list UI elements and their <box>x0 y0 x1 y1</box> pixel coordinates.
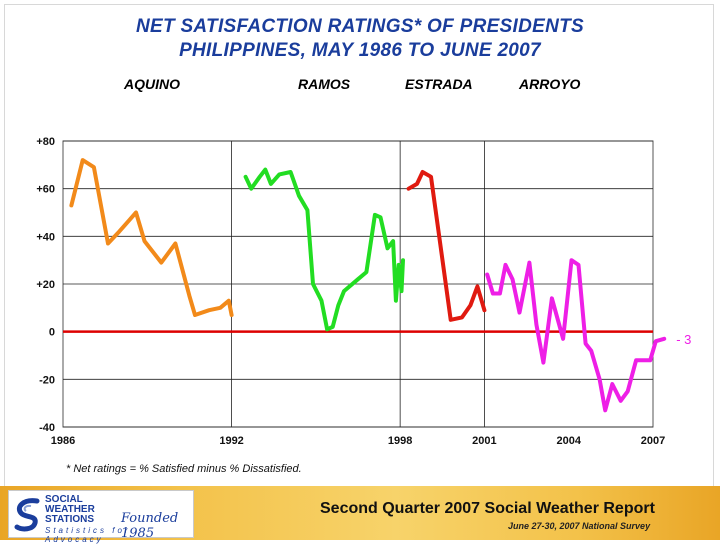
chart-subtitle: PHILIPPINES, MAY 1986 TO JUNE 2007 <box>179 40 541 61</box>
admin-label-ramos: RAMOS <box>298 76 351 92</box>
y-tick-label: -40 <box>39 422 55 434</box>
y-tick-label: +80 <box>36 136 55 148</box>
x-tick-label: 1986 <box>51 435 75 447</box>
series-line-estrada <box>406 170 487 322</box>
logo-founded: Founded 1985 <box>121 511 179 541</box>
report-subtitle: June 27-30, 2007 National Survey <box>508 521 651 531</box>
logo-tagline: Statistics for Advocacy <box>45 526 131 544</box>
chart-area: +80 +60 +40 +20 0 -20 -40 1986 1992 1998 2001 2004… <box>36 136 691 475</box>
series-line-aquino <box>69 158 234 317</box>
end-value-annotation: - 3 <box>676 332 691 347</box>
report-title: Second Quarter 2007 Social Weather Repor… <box>320 500 655 517</box>
sws-logo: SOCIAL WEATHER STATIONS Founded 1985 Sta… <box>8 490 194 544</box>
y-tick-label: +20 <box>36 279 55 291</box>
x-tick-label: 2007 <box>641 435 665 447</box>
y-tick-label: 0 <box>49 327 55 339</box>
footer-banner: SOCIAL WEATHER STATIONS Founded 1985 Sta… <box>0 486 720 544</box>
admin-label-aquino: AQUINO <box>124 76 180 92</box>
sws-swirl-icon <box>14 498 40 532</box>
x-tick-label: 2001 <box>472 435 496 447</box>
x-tick-label: 1992 <box>219 435 243 447</box>
y-tick-label: -20 <box>39 374 55 386</box>
y-tick-label: +40 <box>36 231 55 243</box>
series-line-ramos <box>243 167 405 332</box>
footnote: * Net ratings = % Satisfied minus % Diss… <box>66 463 302 475</box>
chart-title: NET SATISFACTION RATINGS* OF PRESIDENTS <box>135 16 585 37</box>
series-line-arroyo <box>485 258 667 413</box>
x-tick-label: 1998 <box>388 435 412 447</box>
y-tick-label: +60 <box>36 184 55 196</box>
x-tick-label: 2004 <box>556 435 581 447</box>
admin-label-estrada: ESTRADA <box>405 76 473 92</box>
admin-label-arroyo: ARROYO <box>519 76 581 92</box>
logo-name: SOCIAL WEATHER STATIONS <box>45 494 95 525</box>
